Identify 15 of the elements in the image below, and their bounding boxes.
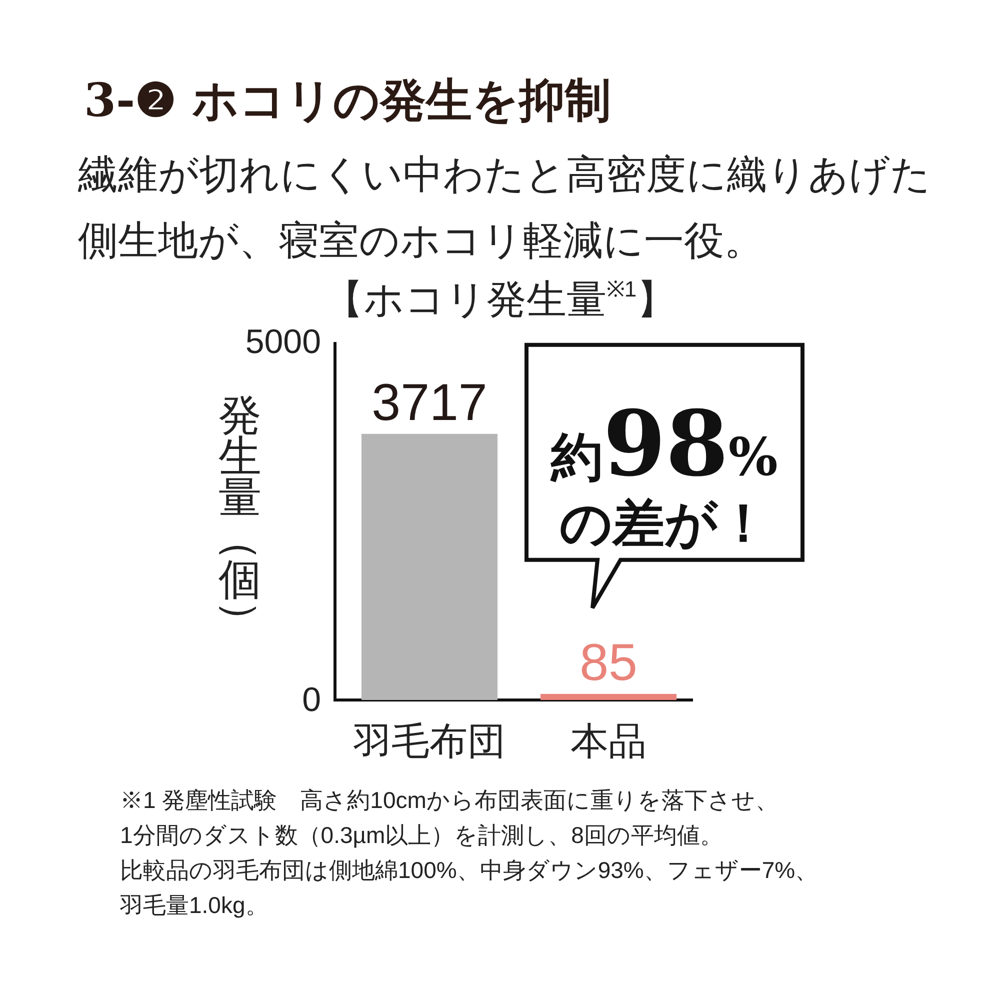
text: 羽毛量1.0kg。: [120, 891, 268, 920]
x-tick-label: 本品: [570, 721, 646, 763]
y-tick-label: 0: [302, 681, 321, 719]
text: 1分間のダスト数（0.3µm以上）を計測し、8回の平均値。: [120, 821, 723, 850]
x-tick-label: 羽毛布団: [352, 721, 506, 763]
annotation: 約98%の差が！: [549, 390, 779, 556]
y-tick-label: 5000: [245, 323, 321, 361]
data-label: 3717: [372, 374, 488, 432]
y-axis-title: 発生量（個）: [216, 392, 264, 645]
text: 【ホコリ発生量$^{※1}$】: [323, 276, 677, 322]
chart-subtitle: 繊維が切れにくい中わたと高密度に織りあげた側生地が、寝室のホコリ軽減に一役。: [78, 152, 932, 265]
text: 比較品の羽毛布団は側地綿100%、中身ダウン93%、フェザー7%、: [120, 856, 818, 885]
chart-title: 3-❷ ホコリの発生を抑制: [84, 72, 612, 129]
text: ※1 発塵性試験 高さ約10cmから布団表面に重りを落下させ、: [120, 786, 778, 815]
data-label: 85: [580, 634, 638, 692]
